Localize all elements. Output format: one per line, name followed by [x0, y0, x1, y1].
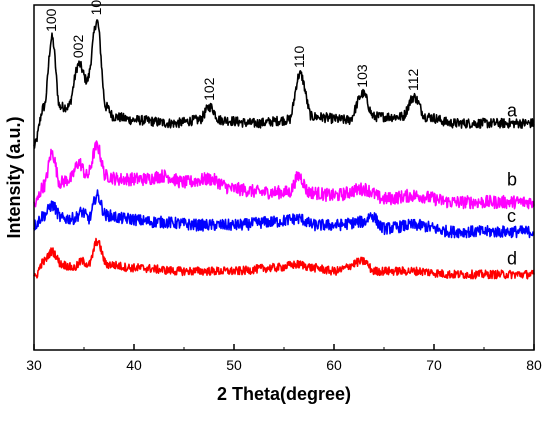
- peak-labels: 100 002 101 102 110 103 112: [43, 0, 421, 101]
- plot-frame: [33, 4, 535, 351]
- peak-label-102: 102: [201, 77, 217, 101]
- chart-axes: 30 40 50 60 70 80: [26, 4, 542, 373]
- peak-label-112: 112: [405, 68, 421, 91]
- x-tick-label: 40: [126, 357, 142, 373]
- series-line-b: [33, 140, 535, 210]
- series-line-a: [33, 19, 535, 149]
- x-axis-title: 2 Theta(degree): [217, 384, 351, 404]
- y-axis-title: Intensity (a.u.): [4, 116, 24, 238]
- x-tick-label: 60: [326, 357, 342, 373]
- series-line-c: [33, 189, 535, 239]
- x-tick-label: 80: [526, 357, 542, 373]
- x-tick-label: 50: [226, 357, 242, 373]
- curve-label-c: c: [507, 206, 516, 226]
- peak-label-100: 100: [43, 8, 59, 32]
- curve-label-d: d: [507, 249, 517, 269]
- chart-curves: [33, 19, 535, 280]
- curve-label-a: a: [507, 101, 518, 121]
- peak-label-110: 110: [291, 45, 307, 68]
- peak-label-101: 101: [88, 0, 104, 15]
- curve-labels: a bc d: [507, 101, 518, 269]
- peak-label-103: 103: [354, 64, 370, 88]
- x-tick-label: 30: [26, 357, 42, 373]
- series-line-d: [33, 237, 535, 280]
- curve-label-b: b: [507, 170, 517, 190]
- x-tick-label: 70: [426, 357, 442, 373]
- peak-label-002: 002: [70, 35, 86, 59]
